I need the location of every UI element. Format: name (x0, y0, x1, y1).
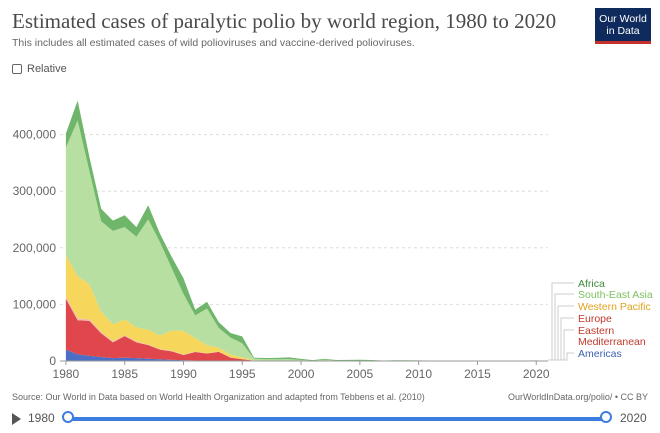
logo-line-2: in Data (606, 25, 640, 37)
x-axis: 1980 1985 1990 1995 2000 2005 2010 2015 2020 (53, 360, 550, 381)
x-tick-label: 1980 (53, 367, 80, 381)
timeline-track[interactable] (67, 417, 608, 421)
legend-label-western-pacific[interactable]: Western Pacific (578, 301, 651, 313)
legend-label-africa[interactable]: Africa (578, 278, 605, 290)
y-axis: 0 100,000 200,000 300,000 400,000 (13, 128, 57, 368)
legend-label-eastern-mediterranean[interactable]: Eastern (578, 325, 614, 337)
timeline-end-handle[interactable] (600, 411, 612, 423)
relative-checkbox[interactable] (12, 64, 22, 74)
y-tick-label: 100,000 (13, 297, 57, 311)
relative-label: Relative (27, 63, 67, 75)
x-tick-label: 2015 (464, 367, 491, 381)
logo-line-1: Our World (599, 13, 647, 25)
x-tick-label: 2005 (347, 367, 374, 381)
legend-label-south-east-asia[interactable]: South-East Asia (578, 289, 653, 301)
legend-connector (548, 352, 574, 361)
area-western-pacific[interactable] (65, 255, 548, 361)
chart-subtitle: This includes all estimated cases of wil… (12, 37, 415, 49)
play-icon[interactable] (12, 413, 21, 425)
x-tick-label: 1995 (229, 367, 256, 381)
x-tick-label: 1985 (111, 367, 138, 381)
area-south-east-asia[interactable] (65, 120, 548, 361)
y-tick-label: 200,000 (13, 241, 57, 255)
legend-label-eastern-mediterranean[interactable]: Mediterranean (578, 336, 646, 348)
area-americas[interactable] (65, 349, 548, 361)
y-tick-label: 300,000 (13, 184, 57, 198)
x-tick-label: 1990 (170, 367, 197, 381)
x-tick-label: 2000 (288, 367, 315, 381)
relative-toggle[interactable]: Relative (12, 63, 67, 75)
area-eastern-mediterranean[interactable] (65, 298, 548, 361)
timeline: 1980 2020 (0, 408, 660, 430)
timeline-start-handle[interactable] (62, 411, 74, 423)
x-tick-label: 2020 (523, 367, 550, 381)
y-tick-label: 0 (49, 354, 56, 368)
x-tick-label: 2010 (405, 367, 432, 381)
timeline-end-label: 2020 (620, 411, 647, 425)
legend-label-europe[interactable]: Europe (578, 313, 612, 325)
y-tick-label: 400,000 (13, 128, 57, 142)
legend-label-americas[interactable]: Americas (578, 348, 622, 360)
stacked-areas (65, 100, 548, 361)
timeline-start-label: 1980 (28, 411, 55, 425)
source-note: Source: Our World in Data based on World… (12, 392, 425, 402)
chart-title: Estimated cases of paralytic polio by wo… (12, 9, 557, 33)
owid-logo[interactable]: Our World in Data (595, 8, 651, 44)
area-africa[interactable] (65, 100, 548, 361)
license-link[interactable]: OurWorldInData.org/polio/ • CC BY (507, 392, 648, 402)
